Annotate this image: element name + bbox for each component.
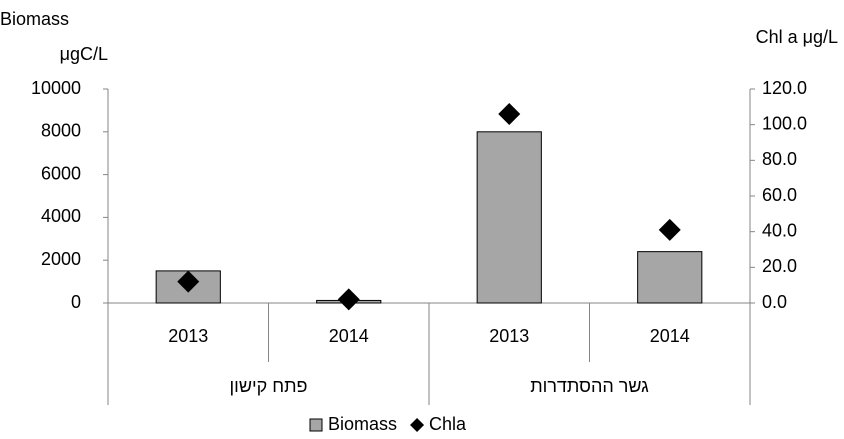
legend-label: Chla (429, 414, 467, 434)
x-tick-label: 2014 (650, 326, 690, 346)
y-tick-label: 6000 (41, 163, 81, 183)
marker (177, 270, 200, 293)
legend-swatch (410, 418, 425, 432)
y2-tick-label: 40.0 (762, 220, 797, 240)
y-tick-label: 4000 (41, 206, 81, 226)
legend-swatch (309, 418, 323, 432)
y2-axis-title: Chl a μg/L (756, 27, 838, 47)
marker (337, 288, 360, 311)
bar (637, 251, 703, 304)
y2-tick-label: 120.0 (762, 78, 807, 98)
y-tick-label: 10000 (31, 78, 81, 98)
x-tick-label: 2013 (168, 326, 208, 346)
y-axis-title: μgC/L (60, 44, 108, 64)
y-tick-label: 2000 (41, 249, 81, 269)
y2-tick-label: 60.0 (762, 185, 797, 205)
y2-tick-label: 0.0 (762, 292, 787, 312)
group-label: גשר ההסתדרות (530, 376, 649, 396)
marker (498, 102, 521, 125)
bar (476, 131, 542, 304)
y2-tick-label: 80.0 (762, 149, 797, 169)
x-tick-label: 2013 (489, 326, 529, 346)
y-axis-title: Biomass (0, 9, 69, 29)
legend-label: Biomass (328, 414, 397, 434)
x-tick-label: 2014 (329, 326, 369, 346)
marker (658, 218, 681, 241)
y-tick-label: 8000 (41, 121, 81, 141)
y2-tick-label: 20.0 (762, 256, 797, 276)
group-label: פתח קישון (229, 376, 307, 396)
y-tick-label: 0 (71, 292, 81, 312)
y2-tick-label: 100.0 (762, 113, 807, 133)
